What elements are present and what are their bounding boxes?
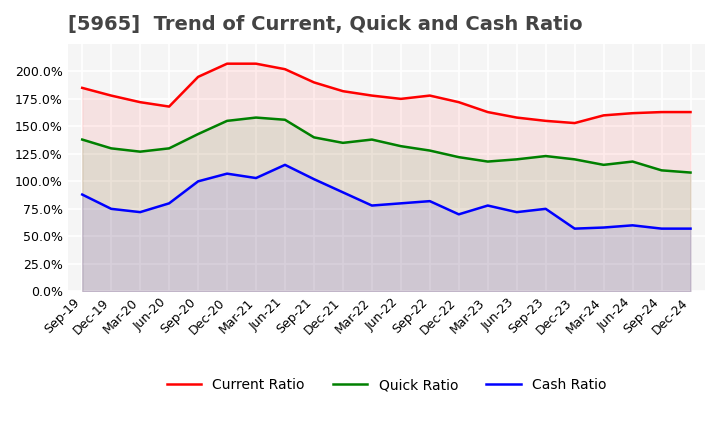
Cash Ratio <box>426 198 434 204</box>
Current Ratio <box>454 99 463 105</box>
Quick Ratio <box>686 170 695 175</box>
Cash Ratio <box>454 212 463 217</box>
Quick Ratio <box>599 162 608 168</box>
Cash Ratio <box>599 225 608 230</box>
Current Ratio <box>629 110 637 116</box>
Current Ratio <box>657 110 666 115</box>
Current Ratio <box>541 118 550 124</box>
Quick Ratio <box>222 118 231 124</box>
Current Ratio <box>252 61 261 66</box>
Quick Ratio <box>78 137 86 142</box>
Cash Ratio <box>397 201 405 206</box>
Current Ratio <box>78 85 86 91</box>
Quick Ratio <box>541 154 550 159</box>
Quick Ratio <box>252 115 261 120</box>
Quick Ratio <box>194 132 202 137</box>
Cash Ratio <box>513 209 521 215</box>
Cash Ratio <box>165 201 174 206</box>
Quick Ratio <box>483 159 492 164</box>
Cash Ratio <box>310 176 318 182</box>
Cash Ratio <box>222 171 231 176</box>
Current Ratio <box>686 110 695 115</box>
Quick Ratio <box>165 146 174 151</box>
Cash Ratio <box>570 226 579 231</box>
Current Ratio <box>599 113 608 118</box>
Current Ratio <box>222 61 231 66</box>
Current Ratio <box>513 115 521 120</box>
Quick Ratio <box>310 135 318 140</box>
Cash Ratio <box>252 176 261 181</box>
Quick Ratio <box>136 149 145 154</box>
Cash Ratio <box>194 179 202 184</box>
Current Ratio <box>570 121 579 126</box>
Current Ratio <box>483 110 492 115</box>
Current Ratio <box>281 66 289 72</box>
Cash Ratio <box>686 226 695 231</box>
Quick Ratio <box>338 140 347 146</box>
Current Ratio <box>338 88 347 94</box>
Quick Ratio <box>368 137 377 142</box>
Current Ratio <box>368 93 377 98</box>
Quick Ratio <box>107 146 115 151</box>
Current Ratio <box>426 93 434 98</box>
Cash Ratio <box>78 192 86 197</box>
Line: Current Ratio: Current Ratio <box>82 64 690 123</box>
Quick Ratio <box>570 157 579 162</box>
Current Ratio <box>310 80 318 85</box>
Current Ratio <box>194 74 202 80</box>
Quick Ratio <box>513 157 521 162</box>
Text: [5965]  Trend of Current, Quick and Cash Ratio: [5965] Trend of Current, Quick and Cash … <box>68 15 582 34</box>
Cash Ratio <box>483 203 492 208</box>
Cash Ratio <box>281 162 289 168</box>
Legend: Current Ratio, Quick Ratio, Cash Ratio: Current Ratio, Quick Ratio, Cash Ratio <box>161 373 612 398</box>
Cash Ratio <box>657 226 666 231</box>
Cash Ratio <box>338 190 347 195</box>
Quick Ratio <box>426 148 434 153</box>
Cash Ratio <box>136 209 145 215</box>
Quick Ratio <box>454 154 463 160</box>
Quick Ratio <box>397 143 405 149</box>
Current Ratio <box>136 99 145 105</box>
Line: Cash Ratio: Cash Ratio <box>82 165 690 229</box>
Quick Ratio <box>657 168 666 173</box>
Quick Ratio <box>281 117 289 122</box>
Cash Ratio <box>629 223 637 228</box>
Quick Ratio <box>629 159 637 164</box>
Cash Ratio <box>368 203 377 208</box>
Cash Ratio <box>107 206 115 212</box>
Current Ratio <box>397 96 405 102</box>
Current Ratio <box>107 93 115 98</box>
Line: Quick Ratio: Quick Ratio <box>82 117 690 172</box>
Cash Ratio <box>541 206 550 212</box>
Current Ratio <box>165 104 174 109</box>
